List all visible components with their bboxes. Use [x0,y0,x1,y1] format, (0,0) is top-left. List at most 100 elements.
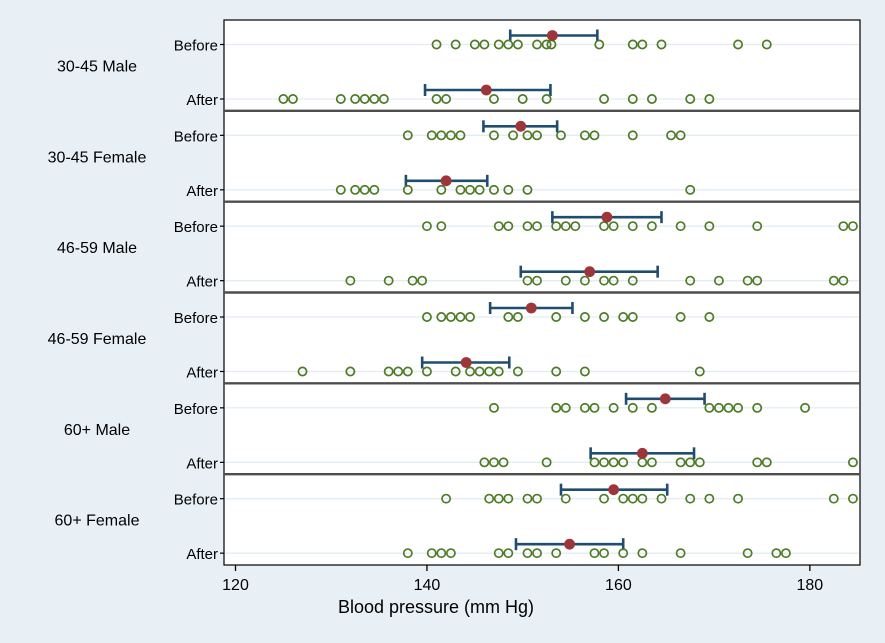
data-point-circle [618,312,629,322]
data-point-circle [618,548,629,559]
data-point-circle [345,275,356,286]
data-point-circle [685,493,696,504]
group-label: 60+ Male [64,422,130,439]
x-tick-label: 180 [797,577,824,594]
data-point-circle [422,221,432,232]
data-point-circle [489,402,499,413]
data-point-circle [637,39,648,50]
data-point-circle [847,493,858,504]
data-point-circle [532,221,542,232]
data-point-circle [426,548,437,559]
mean-dot [440,175,452,187]
data-point-circle [627,402,638,413]
data-point-circle [359,94,370,104]
data-point-circle [474,184,485,195]
data-point-circle [445,312,456,322]
data-point-circle [369,184,380,195]
data-point-circle [579,130,590,141]
data-point-circle [503,184,514,195]
data-point-circle [627,221,638,232]
data-point-circle [771,548,782,559]
x-tick-label: 160 [605,577,632,594]
data-point-circle [694,457,705,468]
data-point-circle [512,312,523,322]
data-point-circle [752,402,763,413]
data-point-circle [455,184,466,195]
data-point-circle [800,402,811,413]
data-point-circle [287,94,298,104]
data-point-circle [541,39,552,50]
data-point-circle [560,493,571,504]
data-point-circle [551,312,562,322]
data-point-circle [402,184,413,195]
data-point-circle [383,366,394,377]
data-point-circle [599,493,609,504]
data-point-circle [493,221,504,232]
data-point-circle [694,366,705,377]
data-point-circle [627,312,638,322]
data-point-circle [618,493,629,504]
data-point-circle [436,221,447,232]
data-point-circle [335,94,346,104]
data-point-circle [445,130,456,141]
data-point-circle [493,39,504,50]
mean-dot [480,84,492,96]
data-point-circle [465,366,475,377]
data-point-circle [599,548,609,559]
data-point-circle [522,275,533,286]
group-label: 46-59 Female [48,331,147,348]
data-point-circle [608,402,619,413]
data-point-circle [378,94,389,104]
data-point-circle [713,275,724,286]
data-point-circle [359,184,370,195]
row-label: Before [174,219,218,236]
data-point-circle [637,493,648,504]
data-point-circle [417,275,428,286]
data-point-circle [278,94,289,104]
data-point-circle [675,221,686,232]
data-point-circle [350,184,361,195]
x-tick-label: 140 [414,577,441,594]
data-point-circle [599,312,609,322]
data-point-circle [579,275,590,286]
data-point-circle [599,94,609,104]
data-point-circle [752,275,763,286]
data-point-circle [646,402,657,413]
data-point-circle [838,275,849,286]
data-point-circle [479,457,490,468]
data-point-circle [532,130,542,141]
data-point-circle [656,493,667,504]
data-point-circle [847,457,858,468]
data-point-circle [838,221,849,232]
mean-dot [525,302,537,314]
data-point-circle [685,184,696,195]
data-point-circle [579,312,590,322]
data-point-circle [493,493,504,504]
data-point-circle [369,94,380,104]
data-point-circle [646,221,657,232]
data-point-circle [402,130,413,141]
data-point-circle [532,275,542,286]
data-point-circle [436,184,447,195]
data-point-circle [489,94,499,104]
data-point-circle [522,493,533,504]
data-point-circle [465,184,475,195]
group-label: 30-45 Female [48,149,147,166]
data-point-circle [493,548,504,559]
data-point-circle [465,312,475,322]
data-point-circle [479,39,490,50]
data-point-circle [627,94,638,104]
data-point-circle [761,39,772,50]
data-point-circle [522,548,533,559]
data-point-circle [441,94,452,104]
data-point-circle [599,457,609,468]
data-point-circle [498,457,509,468]
data-point-circle [532,493,542,504]
data-point-circle [393,366,404,377]
data-point-circle [489,457,499,468]
data-point-circle [579,366,590,377]
data-point-circle [675,130,686,141]
data-point-circle [503,548,514,559]
